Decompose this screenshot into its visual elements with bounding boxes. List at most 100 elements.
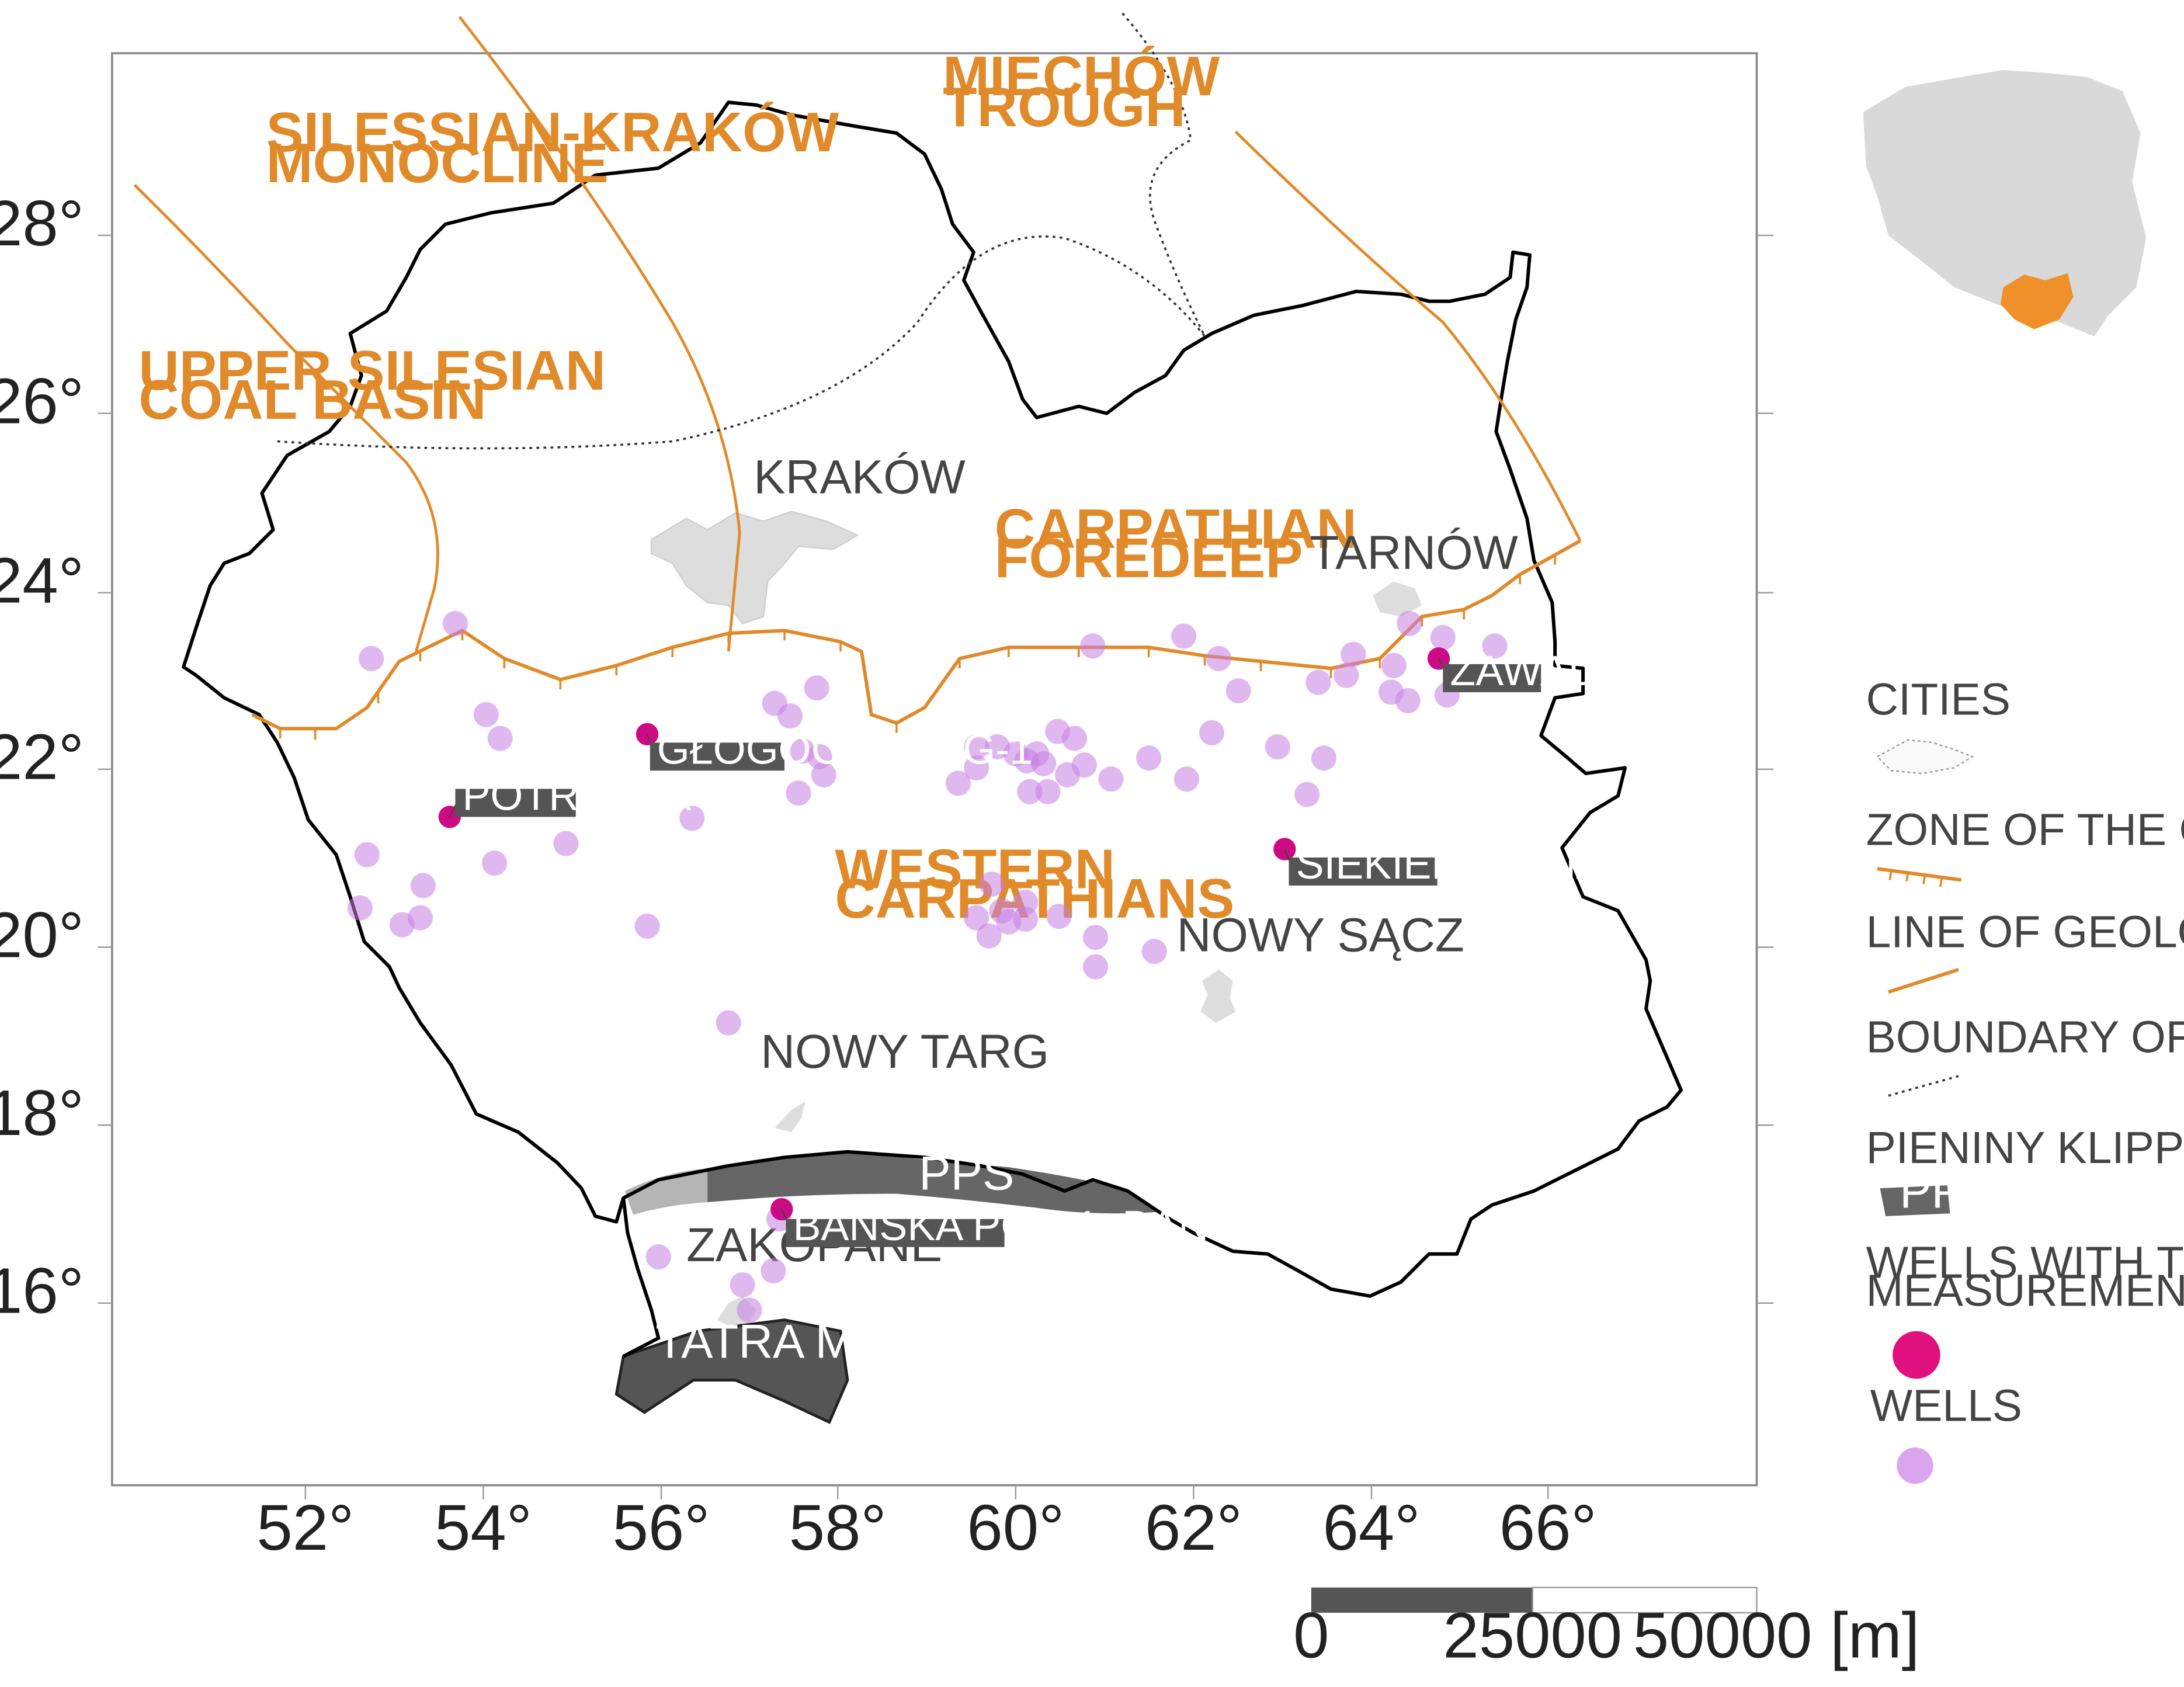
glogoczow-well-label: GŁOGOCZÓW IG-1 — [657, 726, 1033, 773]
legend-pieniny-label: PIENINY KLIPPEN BELT — [1866, 1123, 2184, 1173]
glogoczow-tag — [650, 742, 785, 771]
legend-stable-wells-label: MEASUREMENT IN STABLE CONDITIONS — [1866, 1266, 2184, 1316]
well-marker — [473, 702, 499, 727]
inset-map-poland — [1863, 70, 2147, 336]
well-marker — [979, 871, 1005, 897]
legend-wells-swatch — [1897, 1447, 1933, 1484]
pieniny-belt-west — [624, 1168, 708, 1215]
tatra-mountains-area — [614, 1318, 849, 1424]
well-marker — [1294, 782, 1320, 807]
well-marker — [1173, 766, 1199, 792]
well-marker — [1035, 779, 1061, 804]
tarnow-city-area — [1373, 581, 1422, 617]
legend-cities-swatch — [1876, 739, 1974, 775]
x-tick-label: 66° — [1499, 1492, 1597, 1564]
well-marker — [945, 770, 971, 796]
siekierczyna-well-label: SIEKIERCZYNA IG-1 — [1296, 841, 1695, 888]
silesian-krakow-monocline-label: MONOCLINE — [266, 132, 609, 195]
well-marker — [1141, 939, 1167, 964]
siekierczyna-well-marker — [1273, 838, 1296, 860]
well-marker — [964, 734, 989, 760]
well-marker — [1265, 734, 1290, 760]
scale-bar-label-0: 0 — [1293, 1600, 1329, 1672]
geological-unit-lines — [133, 16, 1582, 652]
x-tick-label: 54° — [435, 1492, 532, 1564]
legend-geo-line-swatch — [1888, 968, 1959, 994]
well-marker — [1311, 745, 1337, 771]
banska-well-label: BAŃSKA PGP-1, BAŃSKA IG-1 — [793, 1203, 1383, 1249]
poland-outline — [1863, 70, 2147, 336]
well-marker — [553, 831, 579, 856]
well-marker — [1395, 688, 1421, 713]
krakow-label: KRAKÓW — [754, 450, 965, 504]
axis-ticks — [98, 234, 1774, 1499]
carpathian-foredeep-label: CARPATHIAN — [995, 498, 1357, 560]
well-marker — [1171, 623, 1197, 649]
y-tick-label: 28° — [0, 188, 84, 259]
legend-geo-line-label: LINE OF GEOLOGICAL UNITS — [1866, 907, 2184, 957]
well-marker — [737, 1297, 762, 1323]
overthrust-teeth — [279, 554, 1556, 740]
well-marker — [1061, 726, 1088, 751]
well-marker — [761, 1258, 786, 1284]
well-marker — [1397, 610, 1422, 636]
well-marker — [1080, 633, 1106, 659]
well-marker — [964, 905, 989, 931]
legend-wells-label: WELLS — [1870, 1381, 2022, 1431]
legend-foredeep-boundary-label: BOUNDARY OF CARPATHIAN FOREDEEP — [1866, 1012, 2184, 1062]
city-labels: KRAKÓW TARNÓW NOWY SĄCZ NOWY TARG ZAKOPA… — [686, 450, 1518, 1271]
x-tick-label: 64° — [1323, 1492, 1421, 1564]
silesian-krakow-monocline-label: SILESSIAN-KRAKÓW — [266, 101, 839, 164]
well-marker — [1136, 745, 1162, 771]
foredeep-boundary-line — [277, 11, 1206, 450]
potrojna-well-label: POTRÓJNA IG-1 — [462, 772, 782, 819]
carpathian-foredeep-label: FOREDEEP — [995, 527, 1303, 589]
scale-bar: 0 25000 50000 [m] — [1293, 1587, 1920, 1672]
well-marker — [964, 755, 989, 781]
legend-stable-wells-label: WELLS WITH TEMPERATURE — [1866, 1238, 2184, 1288]
tarnow-label: TARNÓW — [1310, 526, 1518, 579]
geological-unit-labels: SILESSIAN-KRAKÓW MONOCLINE MIECHÓW TROUG… — [138, 45, 1356, 930]
well-marker — [347, 895, 373, 921]
well-marker — [1046, 904, 1072, 929]
well-marker — [1381, 652, 1407, 678]
well-marker — [1082, 954, 1109, 980]
scale-bar-light-segment — [1532, 1587, 1758, 1614]
well-marker — [679, 806, 705, 831]
well-marker — [1012, 906, 1039, 932]
well-marker — [1199, 720, 1225, 746]
well-marker — [777, 703, 803, 729]
well-marker — [1071, 752, 1097, 778]
legend-overthrust-swatch — [1877, 867, 1962, 882]
pieniny-klippen-belt — [707, 1151, 1158, 1214]
krakow-city-area — [651, 511, 859, 624]
legend-cities-label: CITIES — [1866, 675, 2011, 724]
legend-stable-wells-swatch — [1893, 1331, 1940, 1379]
scale-bar-label-max: 50000 [m] — [1633, 1600, 1920, 1672]
well-marker — [1031, 751, 1057, 776]
x-tick-label: 56° — [613, 1492, 710, 1564]
legend-foredeep-boundary-swatch — [1888, 1075, 1959, 1097]
legend-overthrust-label: ZONE OF THE CARPATHIAN OVERTHRUST — [1866, 805, 2184, 855]
y-tick-label: 24° — [0, 544, 84, 616]
well-marker — [634, 913, 660, 939]
western-carpathians-label: WESTERN — [835, 838, 1115, 901]
well-marker — [1482, 633, 1508, 659]
tatra-mountains-label: TATRA MNT. — [655, 1315, 926, 1368]
well-marker — [1341, 641, 1366, 667]
key-well-labels: ZAWADA 8K GŁOGOCZÓW IG-1 POTRÓJNA IG-1 S… — [449, 648, 1695, 1249]
nowy-targ-label: NOWY TARG — [761, 1025, 1049, 1078]
well-marker — [1334, 662, 1359, 688]
well-marker — [482, 850, 508, 876]
well-marker — [1017, 779, 1043, 804]
nowy-targ-city-area — [775, 1101, 806, 1133]
well-marker — [804, 675, 829, 701]
scale-bar-label-mid: 25000 — [1443, 1600, 1622, 1672]
miechow-trough-label: TROUGH — [943, 76, 1186, 138]
region-boundary — [182, 100, 1683, 1298]
well-marker — [1305, 669, 1331, 695]
y-tick-label: 26° — [0, 365, 84, 437]
well-marker — [487, 726, 513, 751]
well-marker — [976, 923, 1002, 949]
well-marker — [1098, 766, 1124, 792]
